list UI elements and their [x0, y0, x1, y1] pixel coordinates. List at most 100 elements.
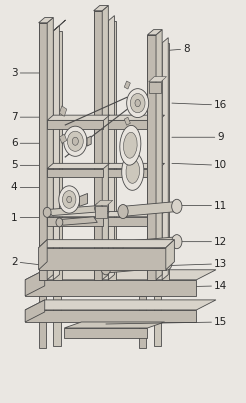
Bar — [25, 310, 196, 322]
Ellipse shape — [67, 196, 72, 203]
Bar — [47, 217, 103, 226]
Ellipse shape — [123, 132, 137, 158]
Polygon shape — [87, 136, 91, 146]
Ellipse shape — [127, 89, 149, 118]
Polygon shape — [102, 6, 108, 280]
Bar — [102, 168, 158, 177]
Polygon shape — [39, 240, 47, 270]
Bar — [53, 296, 61, 346]
Text: 5: 5 — [11, 160, 62, 170]
Ellipse shape — [135, 100, 140, 107]
Ellipse shape — [120, 125, 141, 165]
Text: 4: 4 — [11, 183, 62, 193]
Polygon shape — [102, 163, 165, 168]
Bar — [102, 120, 158, 129]
Text: 7: 7 — [11, 112, 53, 122]
Polygon shape — [47, 163, 109, 168]
Polygon shape — [147, 29, 162, 35]
Polygon shape — [106, 259, 167, 273]
Bar — [108, 21, 116, 280]
Ellipse shape — [43, 207, 51, 217]
Bar — [154, 296, 161, 346]
Ellipse shape — [72, 137, 78, 145]
Bar — [47, 168, 103, 177]
Polygon shape — [47, 18, 53, 280]
Polygon shape — [149, 77, 167, 82]
Bar — [39, 23, 47, 280]
Polygon shape — [59, 217, 97, 225]
Ellipse shape — [59, 186, 80, 213]
Polygon shape — [59, 134, 67, 143]
Polygon shape — [39, 240, 174, 248]
Bar — [147, 35, 156, 280]
Polygon shape — [47, 206, 103, 216]
Bar — [139, 296, 146, 348]
Polygon shape — [123, 202, 177, 216]
Polygon shape — [25, 270, 216, 280]
Bar — [149, 82, 161, 93]
Polygon shape — [156, 29, 162, 280]
Ellipse shape — [113, 239, 123, 253]
Text: 6: 6 — [11, 138, 63, 148]
Text: 12: 12 — [172, 237, 228, 247]
Bar — [64, 328, 147, 338]
Polygon shape — [47, 212, 109, 217]
Polygon shape — [108, 16, 114, 280]
Polygon shape — [25, 300, 216, 310]
Text: 15: 15 — [106, 317, 228, 327]
Ellipse shape — [122, 152, 144, 190]
Bar — [162, 43, 169, 280]
Text: 1: 1 — [11, 212, 48, 222]
Polygon shape — [102, 212, 165, 217]
Polygon shape — [25, 300, 45, 322]
Text: 8: 8 — [161, 44, 190, 54]
Ellipse shape — [130, 93, 145, 113]
Polygon shape — [59, 106, 67, 116]
Text: 3: 3 — [11, 68, 53, 78]
Text: 14: 14 — [138, 281, 228, 291]
Ellipse shape — [118, 204, 128, 218]
Bar — [94, 11, 102, 280]
Ellipse shape — [67, 131, 83, 151]
Ellipse shape — [162, 257, 172, 270]
Bar — [25, 280, 196, 296]
Ellipse shape — [56, 218, 63, 227]
Text: 10: 10 — [172, 160, 227, 170]
Polygon shape — [47, 115, 109, 120]
Polygon shape — [95, 200, 113, 206]
Polygon shape — [162, 37, 168, 280]
Polygon shape — [124, 117, 130, 125]
Polygon shape — [25, 270, 45, 296]
Polygon shape — [102, 115, 165, 120]
Ellipse shape — [62, 191, 76, 208]
Polygon shape — [53, 26, 59, 280]
Polygon shape — [124, 81, 130, 89]
Bar — [39, 248, 166, 270]
Bar — [39, 296, 46, 348]
Ellipse shape — [101, 262, 111, 275]
Polygon shape — [94, 11, 102, 280]
Ellipse shape — [95, 203, 102, 213]
Polygon shape — [118, 237, 177, 252]
Text: 11: 11 — [172, 201, 228, 210]
Ellipse shape — [172, 199, 182, 213]
Polygon shape — [79, 193, 88, 206]
Polygon shape — [53, 20, 65, 31]
Text: 16: 16 — [172, 100, 228, 110]
Polygon shape — [94, 6, 108, 11]
Polygon shape — [147, 35, 156, 280]
Bar — [47, 120, 103, 129]
Text: 13: 13 — [162, 259, 228, 269]
Ellipse shape — [64, 126, 87, 156]
Ellipse shape — [126, 160, 139, 183]
Polygon shape — [166, 240, 174, 270]
Text: 9: 9 — [172, 132, 224, 142]
Polygon shape — [64, 322, 165, 328]
Ellipse shape — [172, 235, 182, 249]
Text: 2: 2 — [11, 257, 48, 267]
Polygon shape — [39, 18, 53, 23]
Bar — [95, 206, 107, 218]
Bar — [53, 31, 62, 280]
Polygon shape — [39, 23, 47, 280]
Bar — [102, 217, 158, 226]
